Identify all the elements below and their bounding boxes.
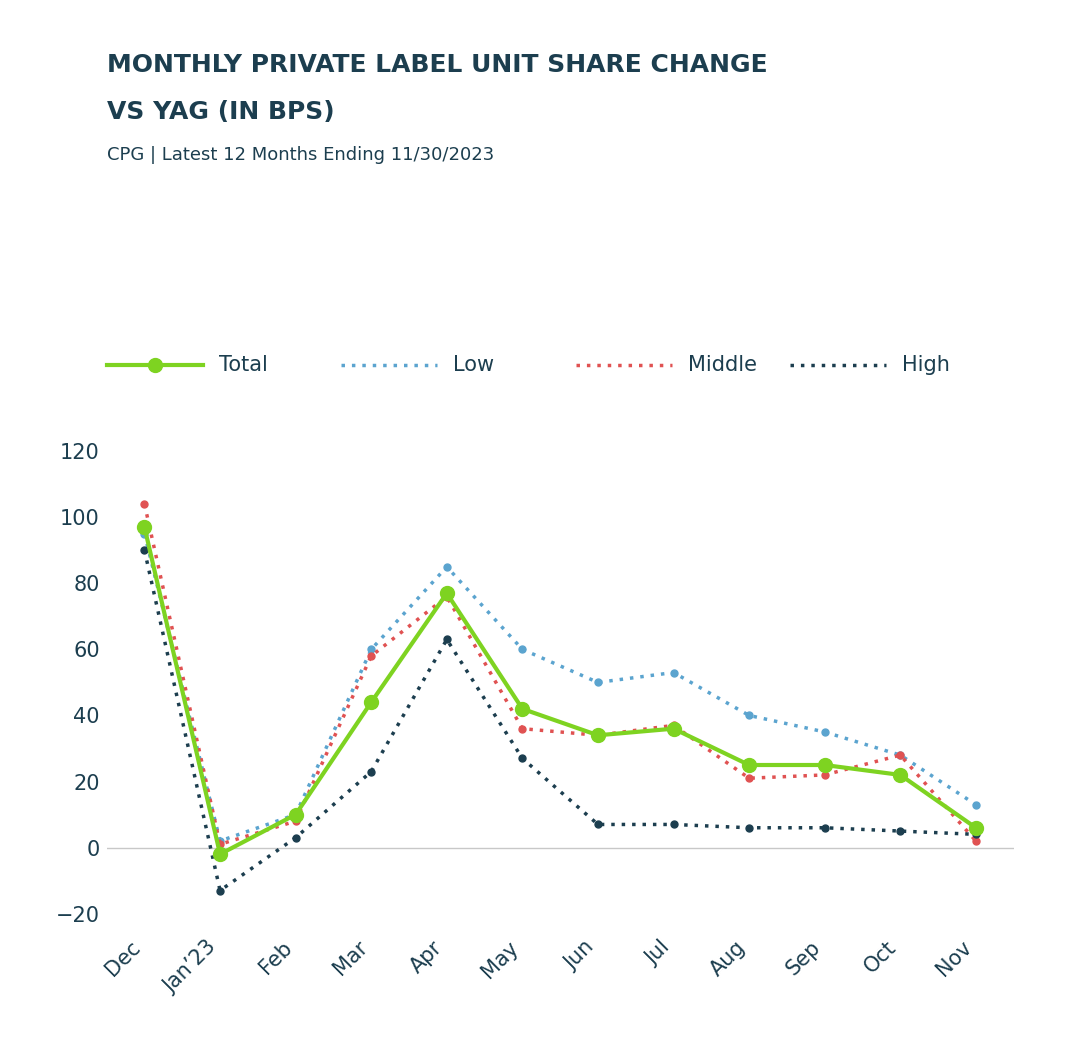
Text: High: High [902, 355, 950, 374]
Text: MONTHLY PRIVATE LABEL UNIT SHARE CHANGE: MONTHLY PRIVATE LABEL UNIT SHARE CHANGE [107, 53, 767, 77]
Text: VS YAG (IN BPS): VS YAG (IN BPS) [107, 100, 334, 125]
Text: Total: Total [219, 355, 268, 374]
Text: Low: Low [453, 355, 495, 374]
Text: CPG | Latest 12 Months Ending 11/30/2023: CPG | Latest 12 Months Ending 11/30/2023 [107, 146, 494, 164]
Text: Middle: Middle [688, 355, 758, 374]
